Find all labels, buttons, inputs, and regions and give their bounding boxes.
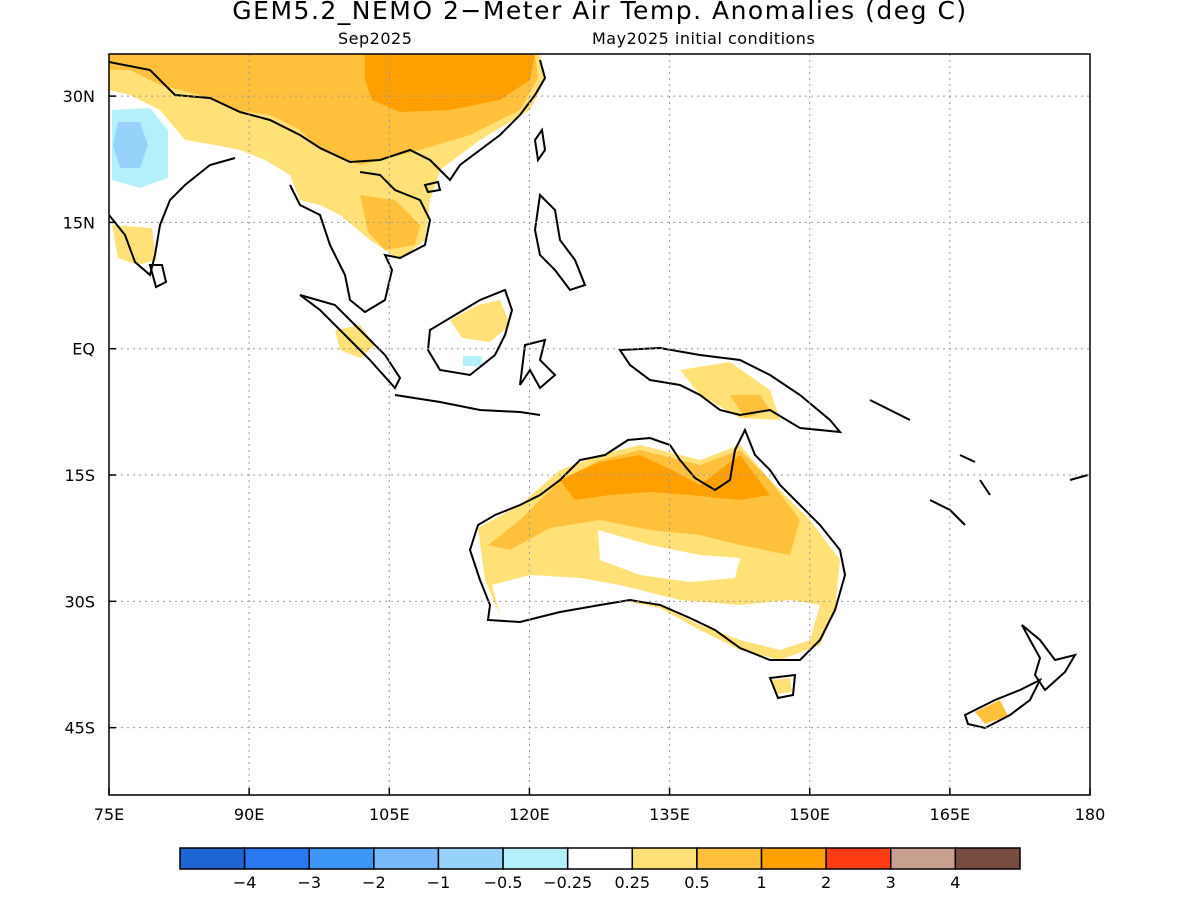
anomaly-region-australia-southwest	[492, 575, 820, 650]
lat-tick-label: EQ	[72, 340, 95, 359]
initial-conditions-label: May2025 initial conditions	[592, 29, 816, 48]
anomaly-region-newzealand	[975, 700, 1008, 724]
coastline-newzealand-north	[1021, 624, 1078, 692]
anomaly-fill-layer	[109, 54, 1008, 724]
coastline-australia	[468, 427, 847, 661]
lat-tick-label: 30N	[63, 87, 95, 106]
coastline-pacific-islands	[869, 399, 1089, 526]
coastline-borneo	[426, 288, 514, 377]
colorbar: −4 −3 −2 −1 −0.5 −0.25 0.25 0.5 1 2 3 4	[179, 847, 1021, 892]
graticule	[109, 54, 1090, 795]
anomaly-region-borneo	[450, 300, 510, 342]
lat-tick-label: 30S	[64, 592, 95, 611]
colorbar-swatch	[566, 847, 634, 870]
colorbar-label: −1	[427, 873, 451, 892]
lon-tick-label: 90E	[234, 805, 264, 824]
colorbar-label: 1	[756, 873, 766, 892]
anomaly-region-tasmania	[772, 678, 792, 694]
anomaly-region-india-south	[112, 225, 156, 265]
colorbar-label: −2	[362, 873, 386, 892]
lat-tick-label: 15S	[64, 466, 95, 485]
coastline-philippines	[533, 192, 587, 292]
coastline-layer	[109, 59, 1089, 730]
coastline-taiwan	[533, 127, 547, 163]
anomaly-region-china-strong	[365, 54, 535, 112]
plot-frame	[108, 53, 1091, 796]
anomaly-region-australia-interior	[598, 530, 740, 582]
lon-tick-label: 180	[1075, 805, 1106, 824]
colorbar-label: −0.5	[484, 873, 523, 892]
lon-tick-label: 165E	[930, 805, 971, 824]
lat-tick-label: 15N	[63, 213, 95, 232]
colorbar-label: −3	[297, 873, 321, 892]
colorbar-label: 2	[821, 873, 831, 892]
colorbar-swatch	[308, 847, 375, 870]
colorbar-swatch	[825, 847, 892, 870]
axis-ticks: 75E 90E 105E 120E 135E 150E 165E 180 30N 15N EQ 15S…	[63, 87, 1106, 824]
lon-tick-label: 105E	[369, 805, 410, 824]
colorbar-label: 0.5	[684, 873, 709, 892]
anomaly-region-indochina-mid	[360, 195, 420, 250]
forecast-month-label: Sep2025	[338, 29, 413, 48]
colorbar-swatch	[179, 847, 246, 870]
coastline-sumatra	[299, 294, 402, 390]
colorbar-label: 3	[886, 873, 896, 892]
coastline-tasmania	[768, 673, 797, 700]
colorbar-label: −0.25	[543, 873, 592, 892]
lon-tick-label: 120E	[509, 805, 550, 824]
colorbar-label: −4	[233, 873, 257, 892]
colorbar-swatch	[696, 847, 763, 870]
colorbar-swatch	[890, 847, 957, 870]
map-title: GEM5.2_NEMO 2−Meter Air Temp. Anomalies …	[232, 0, 968, 25]
lon-tick-label: 75E	[94, 805, 124, 824]
coastline-srilanka	[148, 264, 168, 289]
colorbar-swatch	[437, 847, 504, 870]
coastline-indochina	[289, 171, 432, 314]
coastline-newzealand-south	[963, 677, 1043, 730]
colorbar-label: 4	[950, 873, 960, 892]
colorbar-swatch	[502, 847, 569, 870]
coastline-hainan	[423, 180, 442, 194]
anomaly-region-sulawesi-cool	[463, 356, 482, 366]
coastline-india	[109, 157, 236, 277]
coastline-asia	[109, 59, 547, 182]
colorbar-label: 0.25	[614, 873, 650, 892]
coastline-java	[394, 394, 541, 416]
lat-tick-label: 45S	[64, 719, 95, 738]
colorbar-swatch	[954, 847, 1021, 870]
colorbar-swatch	[243, 847, 310, 870]
anomaly-region-india-cooler	[113, 122, 148, 168]
colorbar-swatch	[631, 847, 698, 870]
colorbar-swatch	[373, 847, 440, 870]
anomaly-region-sumatra	[335, 325, 375, 358]
lon-tick-label: 135E	[649, 805, 690, 824]
coastline-sulawesi	[519, 338, 557, 390]
coastline-newguinea	[618, 346, 843, 434]
colorbar-swatch	[760, 847, 827, 870]
lon-tick-label: 150E	[789, 805, 830, 824]
